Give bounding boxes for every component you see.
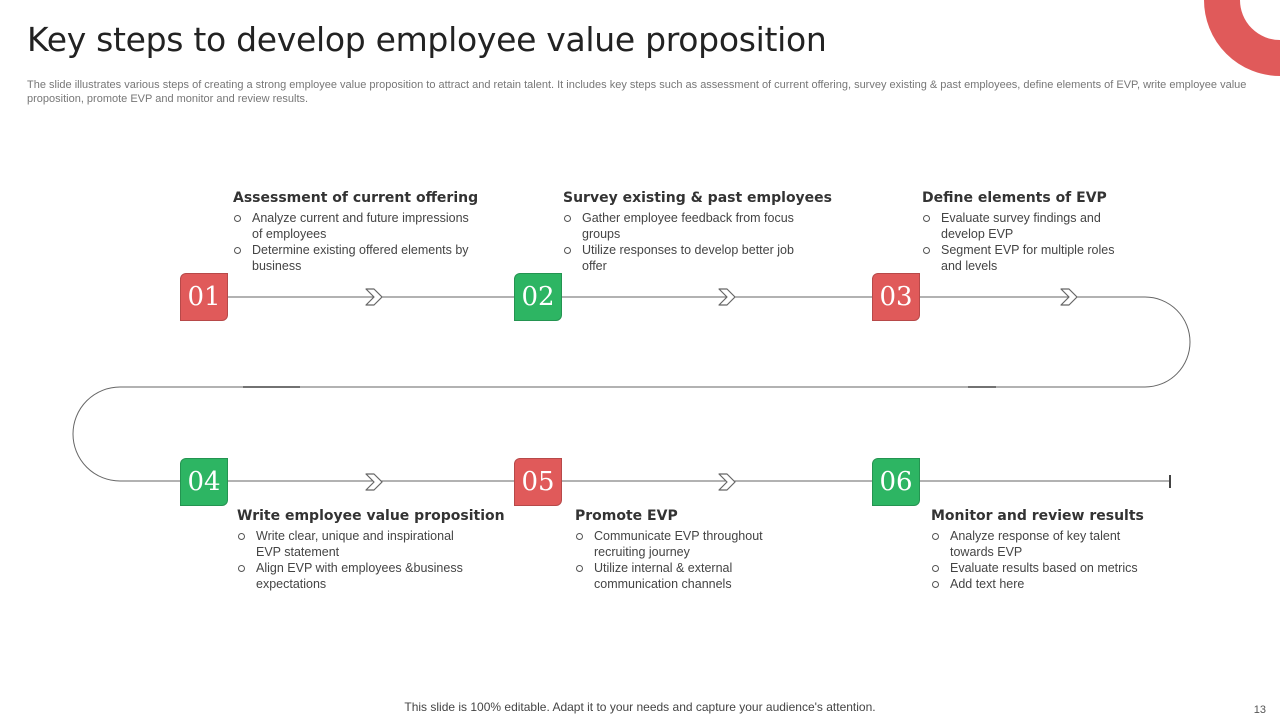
step-title: Define elements of EVP xyxy=(922,190,1107,206)
page-number: 13 xyxy=(1253,704,1266,716)
step-bullet: Utilize internal & external communicatio… xyxy=(575,560,785,592)
step-04: Write employee value proposition Write c… xyxy=(237,508,505,592)
page-title: Key steps to develop employee value prop… xyxy=(27,20,827,59)
step-bullets: Communicate EVP throughout recruiting jo… xyxy=(575,528,785,592)
step-bullet: Gather employee feedback from focus grou… xyxy=(563,210,803,242)
step-bullets: Write clear, unique and inspirational EV… xyxy=(237,528,477,592)
step-bullet: Add text here xyxy=(931,576,1161,592)
step-bullet: Utilize responses to develop better job … xyxy=(563,242,803,274)
step-bullet: Determine existing offered elements by b… xyxy=(233,242,473,274)
step-bullet: Segment EVP for multiple roles and level… xyxy=(922,242,1132,274)
step-title: Assessment of current offering xyxy=(233,190,479,206)
step-badge-03: 03 xyxy=(872,273,920,321)
step-badge-05: 05 xyxy=(514,458,562,506)
step-title: Promote EVP xyxy=(575,508,678,524)
step-bullets: Analyze response of key talent towards E… xyxy=(931,528,1161,592)
footer-note: This slide is 100% editable. Adapt it to… xyxy=(404,700,876,714)
step-bullets: Analyze current and future impressions o… xyxy=(233,210,473,274)
step-01: Assessment of current offering Analyze c… xyxy=(233,190,479,274)
step-bullet: Analyze response of key talent towards E… xyxy=(931,528,1161,560)
step-title: Write employee value proposition xyxy=(237,508,505,524)
step-badge-01: 01 xyxy=(180,273,228,321)
page-subtitle: The slide illustrates various steps of c… xyxy=(27,79,1247,105)
step-02: Survey existing & past employees Gather … xyxy=(563,190,833,274)
step-bullet: Evaluate results based on metrics xyxy=(931,560,1161,576)
connector-path xyxy=(72,296,1191,482)
step-bullets: Gather employee feedback from focus grou… xyxy=(563,210,803,274)
step-bullet: Analyze current and future impressions o… xyxy=(233,210,473,242)
step-bullet: Align EVP with employees &business expec… xyxy=(237,560,477,592)
step-badge-02: 02 xyxy=(514,273,562,321)
step-bullets: Evaluate survey findings and develop EVP… xyxy=(922,210,1132,274)
chevron-right-icon xyxy=(365,288,383,306)
step-05: Promote EVP Communicate EVP throughout r… xyxy=(575,508,785,592)
step-bullet: Communicate EVP throughout recruiting jo… xyxy=(575,528,785,560)
step-03: Define elements of EVP Evaluate survey f… xyxy=(922,190,1132,274)
step-06: Monitor and review results Analyze respo… xyxy=(931,508,1161,592)
step-title: Survey existing & past employees xyxy=(563,190,833,206)
chevron-right-icon xyxy=(365,473,383,491)
chevron-right-icon xyxy=(718,473,736,491)
step-badge-06: 06 xyxy=(872,458,920,506)
step-badge-04: 04 xyxy=(180,458,228,506)
chevron-right-icon xyxy=(718,288,736,306)
chevron-right-icon xyxy=(1060,288,1078,306)
step-bullet: Write clear, unique and inspirational EV… xyxy=(237,528,477,560)
step-bullet: Evaluate survey findings and develop EVP xyxy=(922,210,1132,242)
step-title: Monitor and review results xyxy=(931,508,1144,524)
